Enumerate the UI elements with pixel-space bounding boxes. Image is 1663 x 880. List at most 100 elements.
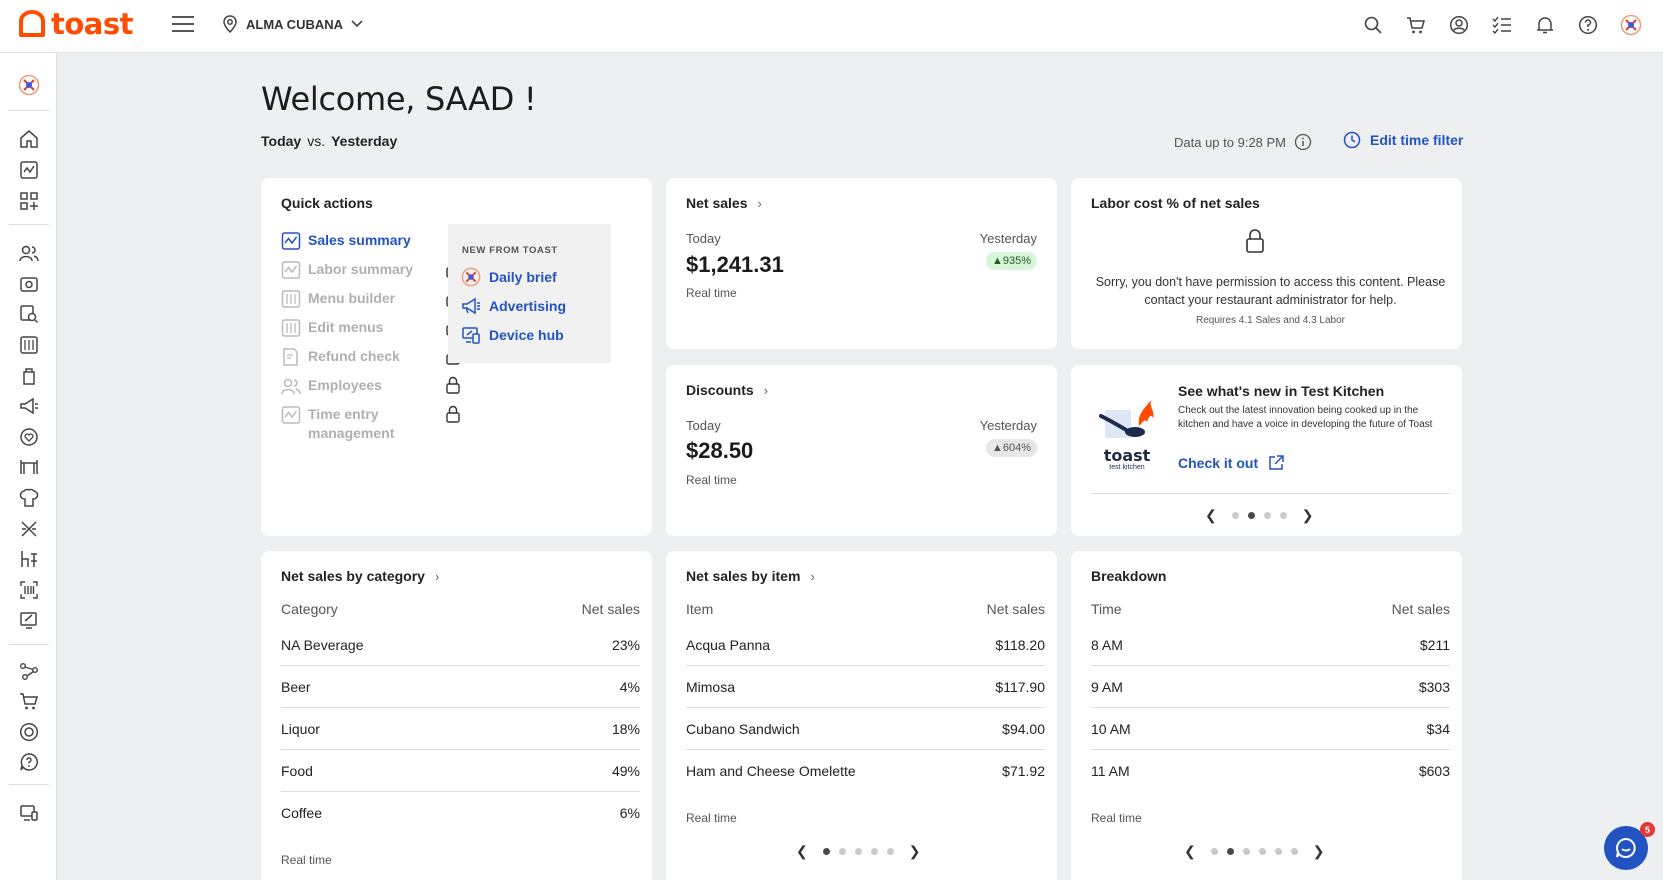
sales-by-category-card: Net sales by category › Category Net sales… <box>261 551 652 880</box>
chevron-right-icon: › <box>763 382 769 398</box>
search-icon[interactable] <box>1361 13 1385 37</box>
category-realtime: Real time <box>281 853 332 867</box>
display-icon[interactable] <box>17 801 41 825</box>
breakdown-card: Breakdown Time Net sales 8 AM $211 9 AM $30… <box>1071 551 1462 880</box>
breakdown-carousel: ❮ ❯ <box>1178 843 1330 860</box>
table-row: 9 AM $303 <box>1091 666 1450 708</box>
quick-action-labor-summary: Labor summary <box>281 260 460 289</box>
sales-search-icon[interactable] <box>17 302 41 326</box>
quick-action-refund-check: Refund check <box>281 347 460 376</box>
tables-icon[interactable] <box>17 455 41 479</box>
data-updated-info: Data up to 9:28 PM <box>1174 133 1312 151</box>
carousel-dot[interactable] <box>1226 848 1234 855</box>
cart-icon[interactable] <box>1404 13 1428 37</box>
integrations-icon[interactable] <box>17 517 41 541</box>
network-icon[interactable] <box>17 659 41 683</box>
net-sales-title[interactable]: Net sales › <box>686 195 762 211</box>
labor-cost-card: Labor cost % of net sales Sorry, you don… <box>1071 178 1462 349</box>
permission-requirement: Requires 4.1 Sales and 4.3 Labor <box>1196 315 1345 326</box>
devices-icon[interactable] <box>17 578 41 602</box>
carousel-dot[interactable] <box>1263 512 1271 519</box>
chat-icon <box>1616 837 1636 858</box>
menu-icon[interactable] <box>17 333 41 357</box>
chat-notification-badge: 5 <box>1640 822 1655 837</box>
advertising-link[interactable]: Advertising <box>461 296 566 316</box>
support-icon[interactable] <box>17 720 41 744</box>
lock-icon <box>446 376 460 394</box>
quick-action-sales-summary[interactable]: Sales summary <box>281 231 451 260</box>
location-selector[interactable]: ALMA CUBANA <box>222 15 363 33</box>
marketing-icon[interactable] <box>17 394 41 418</box>
net-sales-card[interactable]: Net sales › Today Yesterday $1,241.31 ▲93… <box>666 178 1057 349</box>
carousel-dot[interactable] <box>1242 848 1250 855</box>
time-entry-icon <box>281 406 301 424</box>
carousel-dot[interactable] <box>870 848 878 855</box>
floor-plan-icon[interactable] <box>17 547 41 571</box>
toast-home-icon[interactable] <box>17 73 41 97</box>
edit-time-filter-link[interactable]: Edit time filter <box>1343 131 1463 149</box>
carousel-dot[interactable] <box>1279 512 1287 519</box>
help-icon[interactable] <box>17 750 41 774</box>
table-row: 8 AM $211 <box>1091 624 1450 666</box>
chevron-left-icon[interactable]: ❮ <box>796 843 808 859</box>
daily-brief-label: Daily brief <box>489 269 557 285</box>
table-row: 10 AM $34 <box>1091 708 1450 750</box>
checklist-icon[interactable] <box>1490 13 1514 37</box>
carousel-dot[interactable] <box>1274 848 1282 855</box>
net-sales-today-label: Today <box>686 231 721 246</box>
people-icon[interactable] <box>17 241 41 265</box>
chevron-left-icon[interactable]: ❮ <box>1205 507 1217 523</box>
inventory-icon[interactable] <box>17 364 41 388</box>
account-icon[interactable] <box>1447 13 1471 37</box>
menu-toggle-button[interactable] <box>172 16 194 34</box>
quick-action-edit-menus: Edit menus <box>281 318 460 347</box>
comparison-label: Today vs. Yesterday <box>261 133 397 149</box>
chevron-right-icon[interactable]: ❯ <box>908 843 921 859</box>
carousel-dot[interactable] <box>1210 848 1218 855</box>
advertising-label: Advertising <box>489 298 567 314</box>
logo-text: toast <box>51 7 133 41</box>
carousel-dot[interactable] <box>1258 848 1266 855</box>
external-link-icon <box>1269 455 1284 470</box>
info-icon[interactable] <box>1294 133 1312 151</box>
test-kitchen-logo: toast test kitchen <box>1093 396 1161 471</box>
kitchen-icon[interactable] <box>17 486 41 510</box>
carousel-dot[interactable] <box>1290 848 1298 855</box>
loyalty-icon[interactable] <box>17 425 41 449</box>
discounts-title[interactable]: Discounts › <box>686 382 769 398</box>
carousel-dot[interactable] <box>1247 512 1255 519</box>
sales-by-item-title[interactable]: Net sales by item › <box>686 568 815 584</box>
avatar-icon[interactable] <box>1619 13 1643 37</box>
bell-icon[interactable] <box>1533 13 1557 37</box>
table-row: Food 49% <box>281 750 640 792</box>
apps-icon[interactable] <box>17 189 41 213</box>
device-hub-link[interactable]: Device hub <box>461 325 564 345</box>
reports-icon[interactable] <box>17 608 41 632</box>
sales-by-item-card: Net sales by item › Item Net sales Acqua P… <box>666 551 1057 880</box>
shop-icon[interactable] <box>17 689 41 713</box>
discounts-card[interactable]: Discounts › Today Yesterday $28.50 ▲604% … <box>666 365 1057 536</box>
carousel-dot[interactable] <box>1231 512 1239 519</box>
payroll-icon[interactable] <box>17 272 41 296</box>
employees-icon <box>281 378 301 395</box>
carousel-dot[interactable] <box>886 848 894 855</box>
table-row: 11 AM $603 <box>1091 763 1450 779</box>
chevron-right-icon[interactable]: ❯ <box>1301 507 1314 523</box>
item-carousel: ❮ ❯ <box>790 843 926 860</box>
home-icon[interactable] <box>17 127 41 151</box>
help-icon[interactable] <box>1576 13 1600 37</box>
analytics-icon[interactable] <box>17 158 41 182</box>
net-sales-realtime: Real time <box>686 286 737 300</box>
carousel-dot[interactable] <box>838 848 846 855</box>
check-it-out-link[interactable]: Check it out <box>1178 454 1285 472</box>
discounts-change-badge: ▲604% <box>985 439 1037 457</box>
chevron-left-icon[interactable]: ❮ <box>1184 843 1196 859</box>
chevron-right-icon: › <box>434 568 440 584</box>
chevron-right-icon[interactable]: ❯ <box>1312 843 1325 859</box>
toast-logo[interactable]: toast <box>17 9 133 39</box>
test-kitchen-carousel: ❮ ❯ <box>1199 507 1319 524</box>
sales-by-category-title[interactable]: Net sales by category › <box>281 568 440 584</box>
carousel-dot[interactable] <box>822 848 830 855</box>
carousel-dot[interactable] <box>854 848 862 855</box>
daily-brief-link[interactable]: Daily brief <box>461 267 557 287</box>
